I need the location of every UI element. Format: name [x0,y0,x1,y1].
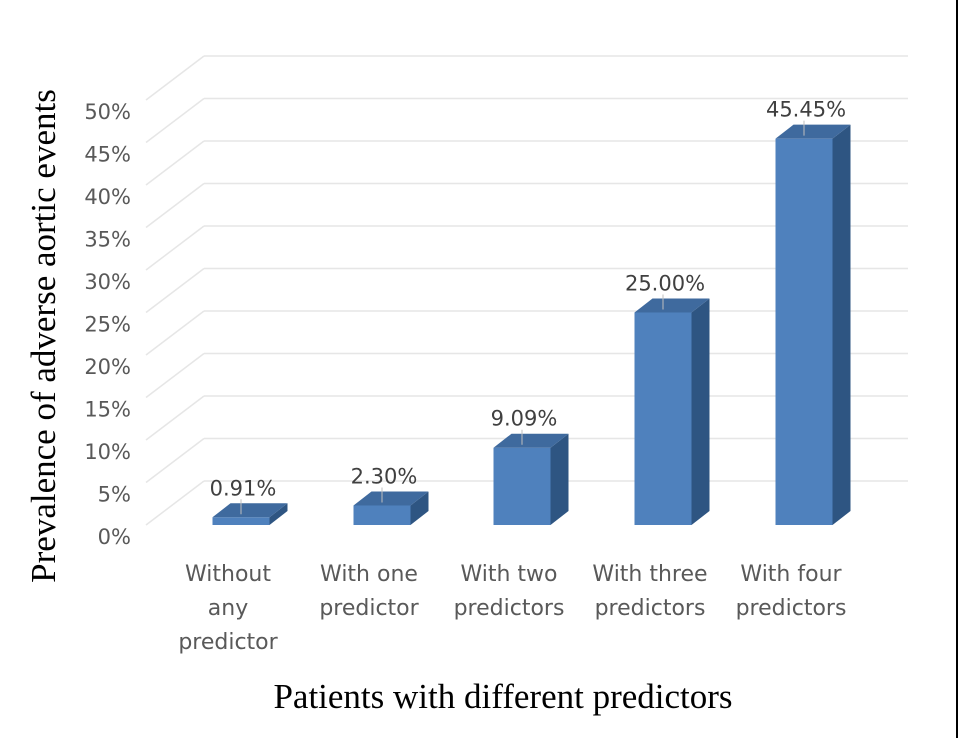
data-label: 0.91% [210,476,277,500]
x-tick-label: predictors [736,596,847,621]
y-tick-label: 0% [98,525,131,549]
data-label: 2.30% [351,464,418,488]
bar-top [212,503,288,518]
bar-side [691,298,710,525]
gridline-depth [145,437,205,484]
gridline-depth [145,310,205,356]
bar-side [410,491,429,525]
x-tick-label: With four [740,562,842,587]
x-tick-label: Without [185,562,271,587]
x-tick-label: predictors [454,596,565,621]
bar-top [493,433,569,448]
bar [353,505,411,525]
y-tick-label: 50% [84,100,131,124]
bar [634,312,692,525]
bar-side [832,124,851,526]
x-tick-label: With one [320,562,418,587]
gridline-depth [145,395,205,441]
frame-border [956,0,958,738]
gridline-depth [145,182,205,229]
y-tick-label: 5% [98,483,131,507]
data-label: 45.45% [766,98,846,122]
bar [775,138,833,526]
y-axis-title: Prevalence of adverse aortic events [24,89,63,583]
data-label: 9.09% [491,407,558,431]
y-tick-label: 20% [84,355,131,379]
gridline-depth [145,352,205,399]
x-tick-label: predictors [595,596,706,621]
gridline-depth [145,225,205,271]
gridline-depth [145,97,205,144]
gridline-depth [145,55,205,101]
x-tick-label: predictor [178,630,278,655]
y-tick-label: 35% [84,228,131,252]
y-tick-label: 25% [84,313,131,337]
bar [493,447,551,525]
bar [212,517,270,525]
y-tick-label: 45% [84,143,131,167]
data-label: 25.00% [625,272,705,296]
x-tick-label: With three [592,562,707,587]
bar-top [634,298,710,313]
x-tick-label: predictor [319,596,419,621]
gridline-depth [145,140,205,186]
bar-top [353,491,429,506]
y-tick-label: 10% [84,440,131,464]
y-tick-label: 15% [84,398,131,422]
y-tick-label: 40% [84,185,131,209]
x-tick-label: With two [460,562,557,587]
x-axis-title: Patients with different predictors [273,677,732,716]
bar-side [550,433,569,525]
gridline-depth [145,267,205,314]
gridline-depth [145,480,205,526]
bar-side [269,503,288,525]
y-tick-label: 30% [84,270,131,294]
bar-top [775,124,851,139]
x-tick-label: any [208,596,248,621]
